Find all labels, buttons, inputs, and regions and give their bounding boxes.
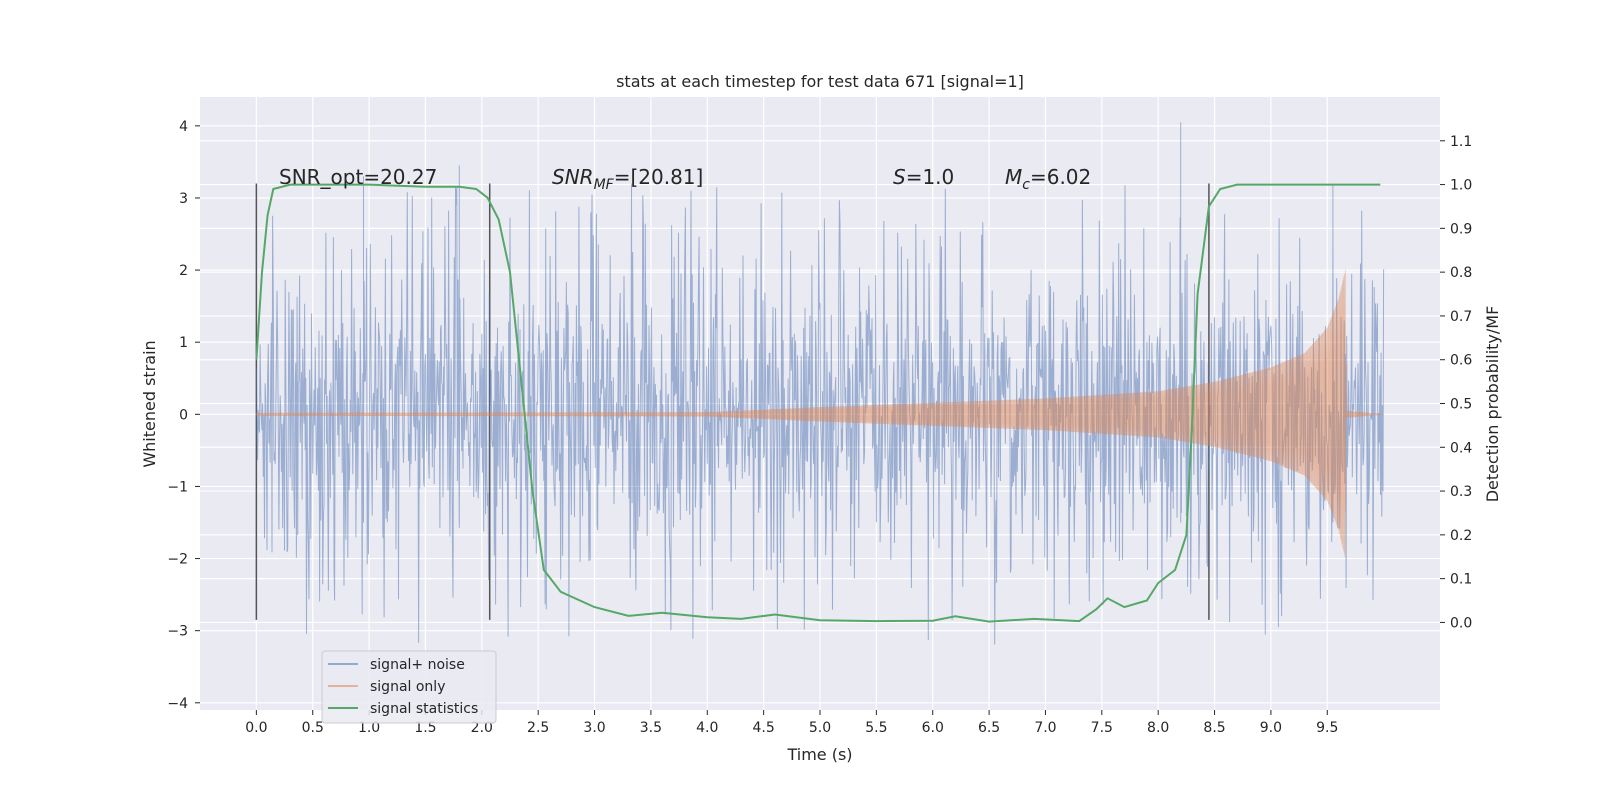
- y-right-tick-label: 0.8: [1450, 265, 1472, 281]
- y-left-tick-label: −2: [167, 552, 188, 568]
- legend-label-signal-noise: signal+ noise: [370, 657, 465, 673]
- annotation-snr-mf: SNRMF=[20.81]: [552, 165, 703, 193]
- annotation-mc-sub: c: [1022, 177, 1030, 193]
- x-tick-label: 2.0: [471, 720, 493, 736]
- annotation-snr-mf-sub: MF: [594, 177, 615, 193]
- x-tick-label: 9.5: [1316, 720, 1338, 736]
- x-axis-ticks: 0.0 0.5 1.0 1.5 2.0 2.5 3.0 3.5 4.0 4.5 5.0 5.5 6.0 6…: [245, 710, 1338, 736]
- x-tick-label: 9.0: [1260, 720, 1282, 736]
- y-right-tick-label: 1.1: [1450, 134, 1472, 150]
- y-right-tick-label: 0.2: [1450, 528, 1472, 544]
- x-tick-label: 3.0: [583, 720, 605, 736]
- series-signal-statistics: [255, 183, 1381, 623]
- series-line-signal-only: [256, 270, 1384, 557]
- x-tick-label: 1.0: [358, 720, 380, 736]
- y-right-tick-label: 0.0: [1450, 615, 1472, 631]
- x-tick-label: 8.0: [1147, 720, 1169, 736]
- annotation-s-rest: =1.0: [906, 165, 955, 189]
- series-signal-only: [256, 270, 1384, 557]
- x-tick-label: 7.5: [1091, 720, 1113, 736]
- x-tick-label: 3.5: [640, 720, 662, 736]
- x-tick-label: 6.0: [922, 720, 944, 736]
- annotation-snr-opt: SNR_opt=20.27: [279, 165, 437, 189]
- x-tick-label: 4.5: [753, 720, 775, 736]
- y-right-tick-label: 0.3: [1450, 484, 1472, 500]
- annotation-snr-mf-base: SNR: [552, 165, 594, 189]
- x-tick-label: 2.5: [527, 720, 549, 736]
- series-signal-noise: [255, 122, 1385, 645]
- annotation-s-sym: S: [893, 165, 906, 189]
- y-left-tick-label: 4: [179, 119, 188, 135]
- annotation-mc: Mc=6.02: [1005, 165, 1091, 193]
- series-line-signal-noise: [255, 122, 1385, 645]
- x-tick-label: 5.0: [809, 720, 831, 736]
- x-tick-label: 1.5: [414, 720, 436, 736]
- x-tick-label: 0.0: [245, 720, 267, 736]
- legend-label-signal-statistics: signal statistics: [370, 701, 478, 717]
- annotation-snr-mf-rest: =[20.81]: [614, 165, 704, 189]
- y-left-tick-label: 2: [179, 263, 188, 279]
- y-right-tick-label: 0.7: [1450, 309, 1472, 325]
- y-axis-right-ticks: 0.0 0.1 0.2 0.3 0.4 0.5 0.6 0.7 0.8 0.9 1.0 1.1: [1440, 134, 1472, 631]
- x-tick-label: 0.5: [302, 720, 324, 736]
- y-left-tick-label: 3: [179, 191, 188, 207]
- y-left-tick-label: 0: [179, 407, 188, 423]
- y-right-tick-label: 1.0: [1450, 178, 1472, 194]
- y-left-tick-label: −3: [167, 624, 188, 640]
- x-tick-label: 8.5: [1203, 720, 1225, 736]
- y-right-tick-label: 0.9: [1450, 221, 1472, 237]
- x-tick-label: 4.0: [696, 720, 718, 736]
- series-line-signal-statistics: [255, 183, 1381, 623]
- legend: signal+ noise signal only signal statist…: [321, 650, 497, 724]
- y-right-tick-label: 0.5: [1450, 397, 1472, 413]
- y-axis-left-ticks: −4 −3 −2 −1 0 1 2 3 4: [167, 119, 200, 712]
- x-tick-label: 7.0: [1034, 720, 1056, 736]
- y-right-tick-label: 0.4: [1450, 440, 1472, 456]
- annotation-s: S=1.0: [893, 165, 954, 189]
- x-tick-label: 6.5: [978, 720, 1000, 736]
- y-right-tick-label: 0.1: [1450, 572, 1472, 588]
- annotation-mc-sym: M: [1005, 165, 1022, 189]
- x-axis-label: Time (s): [786, 745, 852, 764]
- legend-label-signal-only: signal only: [370, 679, 445, 695]
- y-axis-right-label: Detection probability/MF: [1483, 306, 1502, 503]
- x-tick-label: 5.5: [865, 720, 887, 736]
- y-left-tick-label: −1: [167, 479, 188, 495]
- chart-title: stats at each timestep for test data 671…: [616, 72, 1024, 91]
- annotation-mc-rest: =6.02: [1030, 165, 1091, 189]
- y-left-tick-label: −4: [167, 696, 188, 712]
- y-left-tick-label: 1: [179, 335, 188, 351]
- y-axis-left-label: Whitened strain: [140, 340, 159, 467]
- y-right-tick-label: 0.6: [1450, 353, 1472, 369]
- legend-box: [321, 650, 497, 724]
